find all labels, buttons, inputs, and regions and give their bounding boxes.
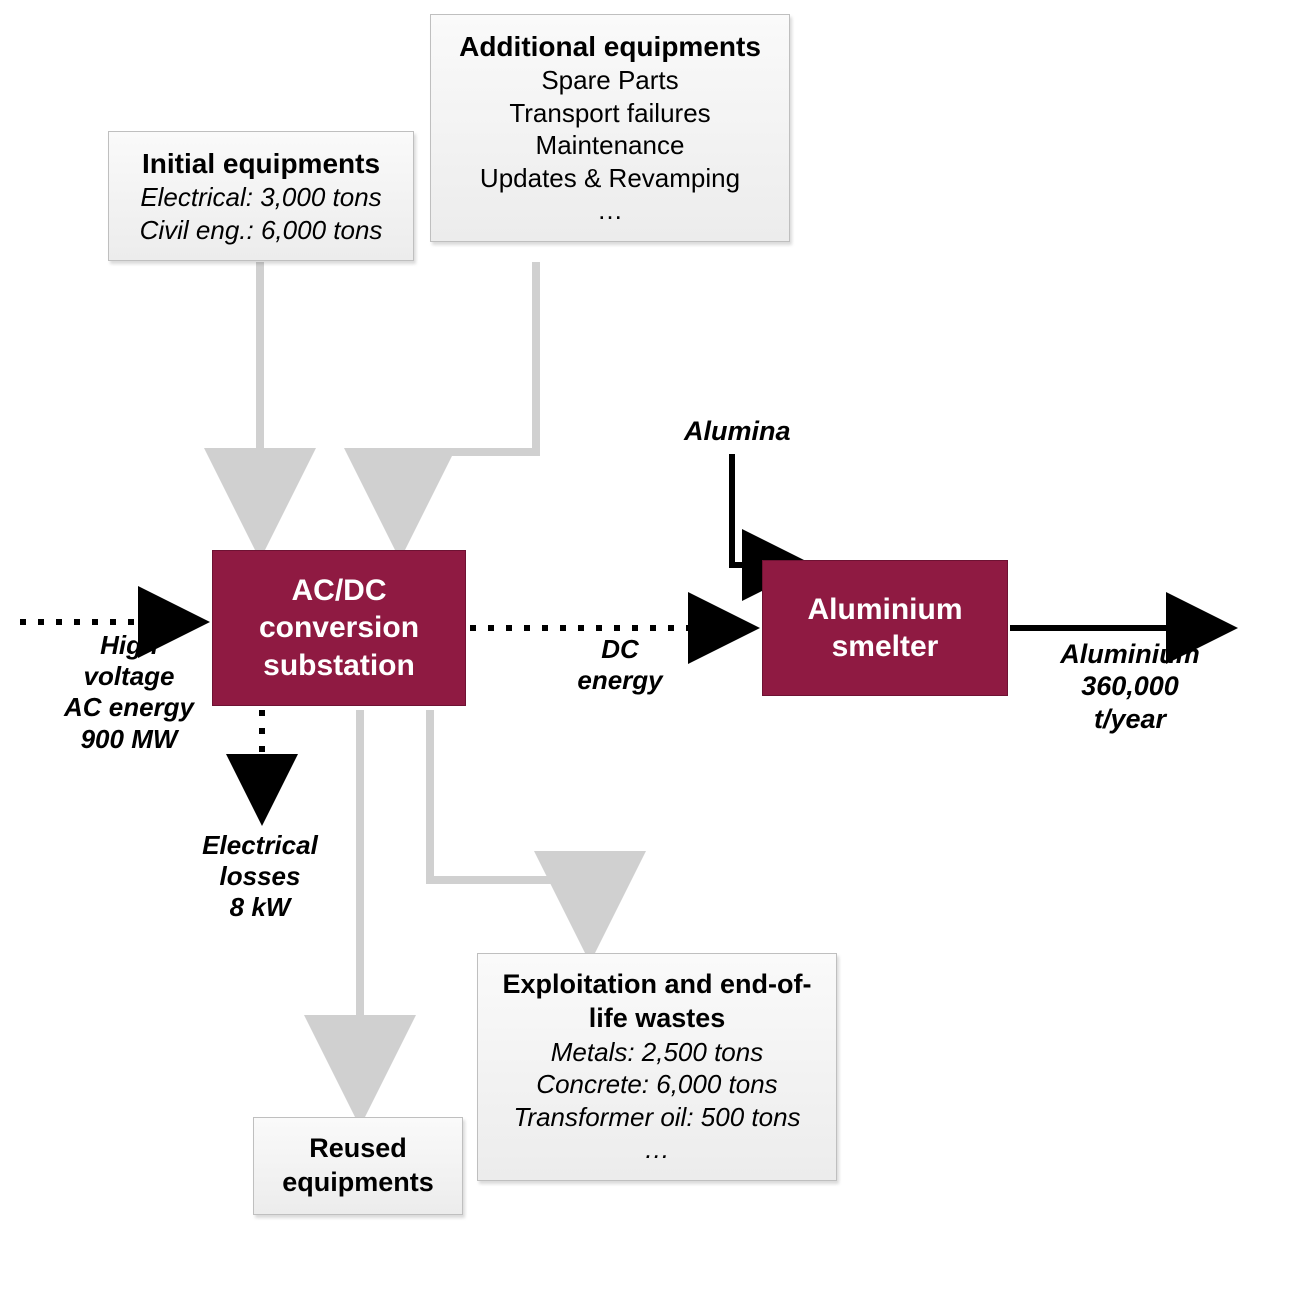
ac-energy-l0: High bbox=[44, 630, 214, 661]
ac-energy-l3: 900 MW bbox=[44, 724, 214, 755]
arrow-alumina bbox=[732, 454, 808, 565]
wastes-line-2: Transformer oil: 500 tons bbox=[496, 1101, 818, 1134]
label-dc-energy: DC energy bbox=[560, 634, 680, 696]
smelter-line-0: Aluminium bbox=[808, 591, 963, 629]
wastes-line-0: Metals: 2,500 tons bbox=[496, 1036, 818, 1069]
additional-line-1: Transport failures bbox=[449, 97, 771, 130]
losses-l2: 8 kW bbox=[180, 892, 340, 923]
label-aluminium-out: Aluminium 360,000 t/year bbox=[1040, 638, 1220, 735]
ac-energy-l1: voltage bbox=[44, 661, 214, 692]
wastes-line-3: … bbox=[496, 1133, 818, 1166]
additional-line-3: Updates & Revamping bbox=[449, 162, 771, 195]
box-aluminium-smelter: Aluminium smelter bbox=[762, 560, 1008, 696]
additional-line-4: … bbox=[449, 194, 771, 227]
label-electrical-losses: Electrical losses 8 kW bbox=[180, 830, 340, 924]
acdc-line-0: AC/DC bbox=[259, 572, 419, 610]
arrow-additional-down bbox=[400, 262, 536, 544]
arrow-wastes-down bbox=[430, 710, 590, 947]
box-acdc-substation: AC/DC conversion substation bbox=[212, 550, 466, 706]
acdc-line-2: substation bbox=[259, 647, 419, 685]
ac-energy-l2: AC energy bbox=[44, 692, 214, 723]
initial-title: Initial equipments bbox=[127, 146, 395, 181]
box-wastes: Exploitation and end-of- life wastes Met… bbox=[477, 953, 837, 1181]
box-additional-equipments: Additional equipments Spare Parts Transp… bbox=[430, 14, 790, 242]
wastes-line-1: Concrete: 6,000 tons bbox=[496, 1068, 818, 1101]
losses-l1: losses bbox=[180, 861, 340, 892]
alumina-text: Alumina bbox=[684, 416, 791, 446]
al-out-l2: t/year bbox=[1040, 703, 1220, 735]
losses-l0: Electrical bbox=[180, 830, 340, 861]
reused-title-1: Reused bbox=[272, 1132, 444, 1166]
al-out-l0: Aluminium bbox=[1040, 638, 1220, 670]
label-alumina: Alumina bbox=[684, 415, 824, 447]
box-reused-equipments: Reused equipments bbox=[253, 1117, 463, 1215]
additional-title: Additional equipments bbox=[449, 29, 771, 64]
smelter-line-1: smelter bbox=[808, 628, 963, 666]
additional-line-2: Maintenance bbox=[449, 129, 771, 162]
wastes-title-2: life wastes bbox=[496, 1002, 818, 1036]
dc-energy-l1: energy bbox=[560, 665, 680, 696]
initial-line-0: Electrical: 3,000 tons bbox=[127, 181, 395, 214]
reused-title-2: equipments bbox=[272, 1166, 444, 1200]
dc-energy-l0: DC bbox=[560, 634, 680, 665]
wastes-title-1: Exploitation and end-of- bbox=[496, 968, 818, 1002]
al-out-l1: 360,000 bbox=[1040, 670, 1220, 702]
label-ac-energy: High voltage AC energy 900 MW bbox=[44, 630, 214, 755]
additional-line-0: Spare Parts bbox=[449, 64, 771, 97]
acdc-line-1: conversion bbox=[259, 609, 419, 647]
initial-line-1: Civil eng.: 6,000 tons bbox=[127, 214, 395, 247]
box-initial-equipments: Initial equipments Electrical: 3,000 ton… bbox=[108, 131, 414, 261]
